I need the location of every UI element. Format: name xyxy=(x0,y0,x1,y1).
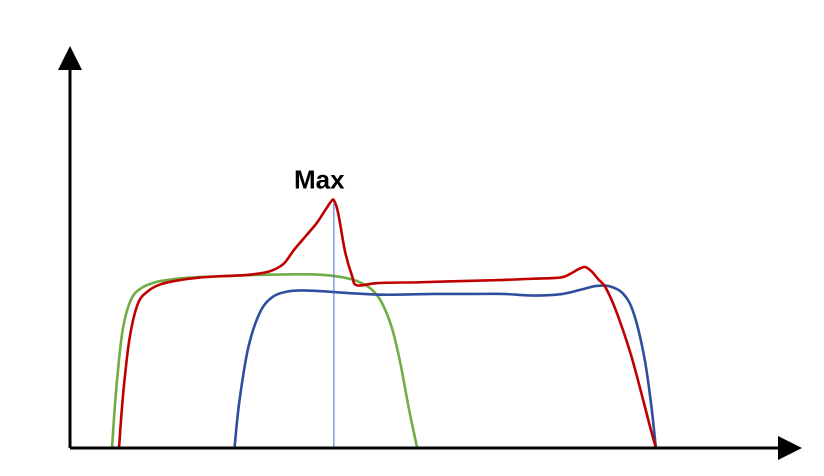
max-annotation: Max xyxy=(294,165,345,195)
series-line-blue xyxy=(233,284,658,450)
series-line-green xyxy=(110,272,419,450)
series-group xyxy=(110,198,658,450)
series-line-red xyxy=(117,198,658,450)
